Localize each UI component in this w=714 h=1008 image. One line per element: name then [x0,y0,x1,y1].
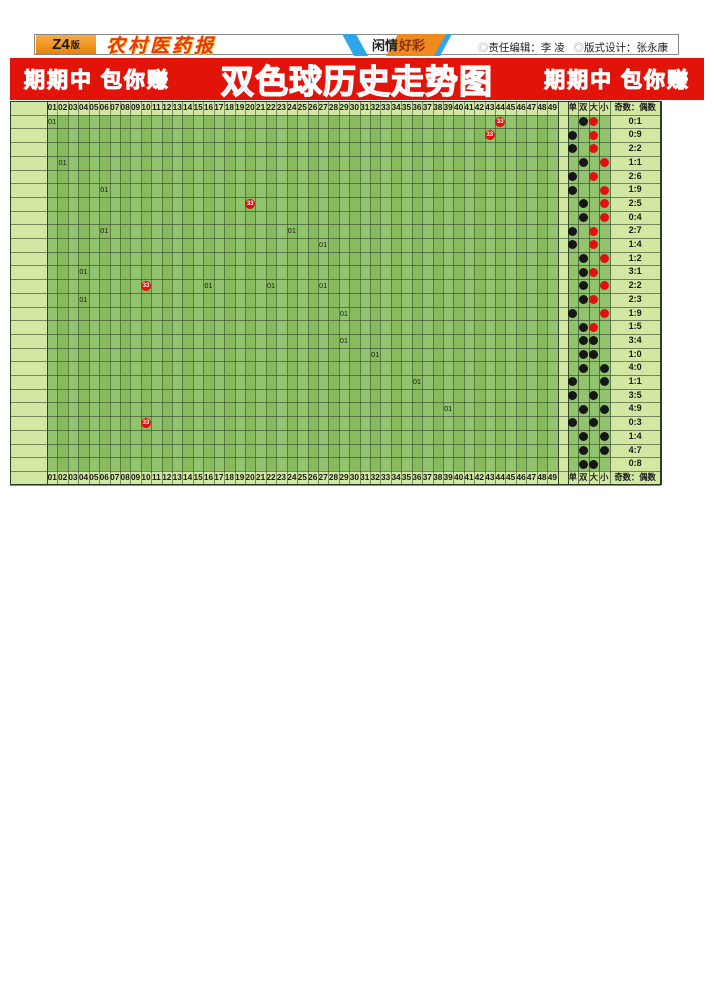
svg-text:闲情: 闲情 [372,38,398,53]
svg-text:好彩: 好彩 [398,38,425,53]
